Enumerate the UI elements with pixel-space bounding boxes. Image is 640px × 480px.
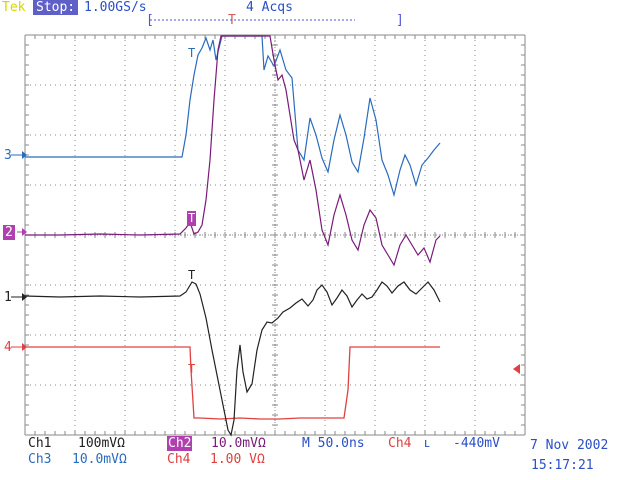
capture-date: 7 Nov 2002 — [530, 438, 609, 453]
ch1-trigger-marker: T — [188, 268, 196, 282]
ch2-label[interactable]: Ch2 — [167, 436, 193, 451]
trigger-source: Ch4 — [388, 436, 412, 451]
ch4-trigger-marker: T — [188, 362, 196, 376]
ch1-marker[interactable]: 1 — [4, 290, 12, 305]
ch4-scale: 1.00 VΩ — [210, 452, 265, 467]
ch2-trigger-marker: T — [187, 211, 197, 226]
ch3-label[interactable]: Ch3 — [28, 452, 52, 467]
ch4-marker[interactable]: 4 — [4, 340, 12, 355]
acquisition-state: Stop: — [33, 0, 79, 15]
ch3-trigger-marker: T — [188, 46, 196, 60]
capture-time: 15:17:21 — [531, 458, 594, 473]
trigger-level-arrow — [513, 364, 520, 374]
brand-label: Tek — [2, 0, 26, 15]
ch3-scale: 10.0mVΩ — [72, 452, 127, 467]
trigger-slope-icon: ⳑ — [424, 436, 430, 451]
record-window-right-bracket: ] — [396, 13, 404, 28]
acquisition-count: 4 Acqs — [246, 0, 293, 15]
graticule — [24, 34, 526, 436]
ch2-scale: 10.0mVΩ — [211, 436, 266, 451]
ch4-trace — [25, 346, 440, 420]
ch2-marker[interactable]: 2 — [3, 225, 15, 240]
ch3-trace — [25, 35, 441, 198]
record-window-left-bracket: [ — [146, 13, 154, 28]
channel-markers — [11, 151, 27, 351]
timebase: M 50.0ns — [302, 436, 365, 451]
trigger-level: -440mV — [453, 436, 500, 451]
sample-rate: 1.00GS/s — [84, 0, 147, 15]
ch3-marker[interactable]: 3 — [4, 148, 12, 163]
ch1-scale: 100mVΩ — [78, 436, 125, 451]
ch4-label[interactable]: Ch4 — [167, 452, 191, 467]
ch1-label[interactable]: Ch1 — [28, 436, 52, 451]
ch1-trace — [24, 281, 441, 437]
ch2-trace — [25, 35, 441, 267]
